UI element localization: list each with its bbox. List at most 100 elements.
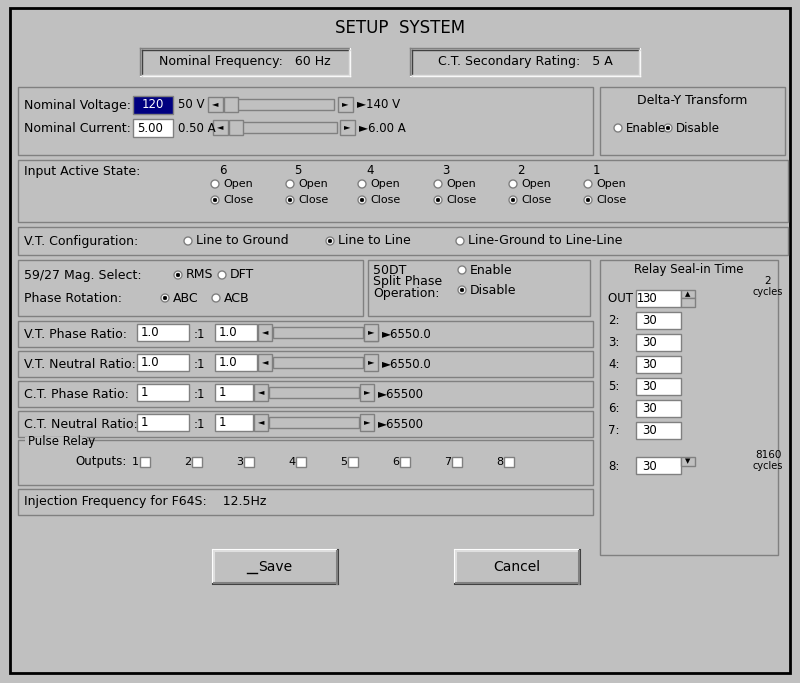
Text: ►: ►	[364, 417, 370, 426]
Circle shape	[360, 198, 364, 201]
Text: 2: 2	[184, 457, 191, 467]
Text: ►: ►	[344, 122, 350, 132]
Text: :1: :1	[194, 387, 206, 400]
Bar	[340, 120, 355, 135]
Text: 6: 6	[392, 457, 399, 467]
Text: 1: 1	[132, 457, 139, 467]
Text: ABC: ABC	[173, 292, 198, 305]
Text: cycles: cycles	[753, 287, 783, 297]
Circle shape	[509, 196, 517, 204]
Text: ◄: ◄	[262, 328, 268, 337]
Circle shape	[288, 198, 292, 201]
Bar	[636, 356, 681, 373]
Bar	[208, 97, 223, 112]
Text: ►6.00 A: ►6.00 A	[359, 122, 406, 135]
Circle shape	[358, 180, 366, 188]
Text: Close: Close	[298, 195, 328, 205]
Bar	[192, 457, 202, 467]
Bar	[636, 378, 681, 395]
Bar	[269, 387, 359, 398]
Text: Open: Open	[596, 179, 626, 189]
Text: 1: 1	[141, 387, 149, 400]
Circle shape	[458, 286, 466, 294]
Text: 1: 1	[141, 417, 149, 430]
Text: Delta-Y Transform: Delta-Y Transform	[637, 94, 747, 107]
Circle shape	[286, 196, 294, 204]
Bar	[137, 324, 189, 341]
Bar	[360, 414, 374, 431]
Text: Open: Open	[521, 179, 550, 189]
Bar	[364, 354, 378, 371]
Text: ▼: ▼	[686, 458, 690, 464]
Circle shape	[456, 237, 464, 245]
Bar	[269, 417, 359, 428]
Text: Close: Close	[223, 195, 254, 205]
Text: C.T. Neutral Ratio:: C.T. Neutral Ratio:	[24, 417, 138, 430]
Text: ►6550.0: ►6550.0	[382, 357, 432, 370]
Bar	[636, 312, 681, 329]
Bar	[452, 457, 462, 467]
Text: ◄: ◄	[212, 100, 218, 109]
Bar	[636, 457, 681, 474]
Text: V.T. Phase Ratio:: V.T. Phase Ratio:	[24, 328, 127, 341]
Circle shape	[460, 288, 464, 292]
Bar	[215, 414, 253, 431]
Bar	[229, 120, 243, 135]
Bar	[224, 97, 238, 112]
Text: 6:: 6:	[608, 402, 619, 415]
Text: Disable: Disable	[676, 122, 720, 135]
Circle shape	[161, 294, 169, 302]
Text: 4:: 4:	[608, 359, 619, 372]
Text: :1: :1	[194, 328, 206, 341]
Text: C.T. Secondary Rating:   5 A: C.T. Secondary Rating: 5 A	[438, 55, 612, 68]
Text: 3: 3	[442, 163, 450, 176]
Bar	[368, 260, 590, 316]
Text: Line-Ground to Line-Line: Line-Ground to Line-Line	[468, 234, 622, 247]
Text: 1: 1	[592, 163, 600, 176]
Text: 30: 30	[642, 460, 657, 473]
Bar	[636, 400, 681, 417]
Text: Operation:: Operation:	[373, 288, 439, 301]
Text: 30: 30	[642, 380, 657, 393]
Text: DFT: DFT	[230, 268, 254, 281]
Text: 30: 30	[642, 314, 657, 328]
Bar	[681, 290, 695, 298]
Text: Open: Open	[298, 179, 328, 189]
Bar	[296, 457, 306, 467]
Bar	[213, 120, 228, 135]
Text: 30: 30	[642, 402, 657, 415]
Text: :1: :1	[194, 417, 206, 430]
Text: ►: ►	[368, 357, 374, 367]
Text: 1.0: 1.0	[141, 326, 160, 339]
Circle shape	[174, 271, 182, 279]
Circle shape	[436, 198, 440, 201]
Bar	[133, 119, 173, 137]
Bar	[140, 457, 150, 467]
Text: 7: 7	[444, 457, 451, 467]
Circle shape	[614, 124, 622, 132]
Text: cycles: cycles	[753, 461, 783, 471]
Text: ►: ►	[342, 100, 348, 109]
Text: ◄: ◄	[258, 387, 264, 397]
Text: 5: 5	[340, 457, 347, 467]
Bar	[600, 87, 785, 155]
Text: 59/27 Mag. Select:: 59/27 Mag. Select:	[24, 268, 142, 281]
Text: 30: 30	[642, 359, 657, 372]
Bar	[254, 414, 268, 431]
Text: 1.0: 1.0	[219, 357, 238, 370]
Text: 3:: 3:	[608, 337, 619, 350]
Text: Relay Seal-in Time: Relay Seal-in Time	[634, 264, 744, 277]
Circle shape	[163, 296, 167, 300]
Bar	[215, 384, 253, 401]
Bar	[18, 87, 593, 155]
Bar	[18, 411, 593, 437]
Circle shape	[509, 180, 517, 188]
Text: Close: Close	[370, 195, 400, 205]
Text: Enable: Enable	[626, 122, 666, 135]
Text: Disable: Disable	[470, 283, 517, 296]
Text: 7:: 7:	[608, 425, 619, 438]
Text: 2: 2	[765, 276, 771, 286]
Bar	[410, 48, 640, 76]
Text: Nominal Voltage:: Nominal Voltage:	[24, 98, 131, 111]
Bar	[215, 354, 257, 371]
